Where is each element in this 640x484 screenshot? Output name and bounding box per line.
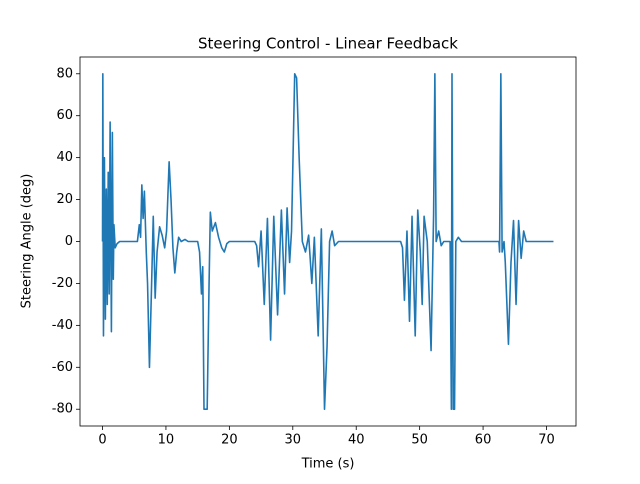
x-tick-label: 10 [158,433,175,448]
x-tick-label: 70 [538,433,555,448]
x-tick-label: 50 [411,433,428,448]
x-tick-label: 30 [285,433,302,448]
x-tick-label: 0 [98,433,106,448]
y-tick-label: 20 [56,192,73,207]
y-tick-label: 40 [56,150,73,165]
y-tick-label: -60 [52,360,73,375]
y-tick-label: -40 [52,318,73,333]
data-line [101,72,554,411]
x-tick-label: 40 [348,433,365,448]
x-tick-label: 60 [475,433,492,448]
y-tick-label: -80 [52,402,73,417]
y-axis-label: Steering Angle (deg) [20,174,35,309]
x-axis-label: Time (s) [301,457,355,472]
y-tick-label: 60 [56,108,73,123]
y-tick-label: 80 [56,66,73,81]
plot-frame [79,56,577,427]
y-tick-label: 0 [65,234,73,249]
chart-title: Steering Control - Linear Feedback [198,35,458,53]
y-tick-label: -20 [52,276,73,291]
x-tick-label: 20 [221,433,238,448]
